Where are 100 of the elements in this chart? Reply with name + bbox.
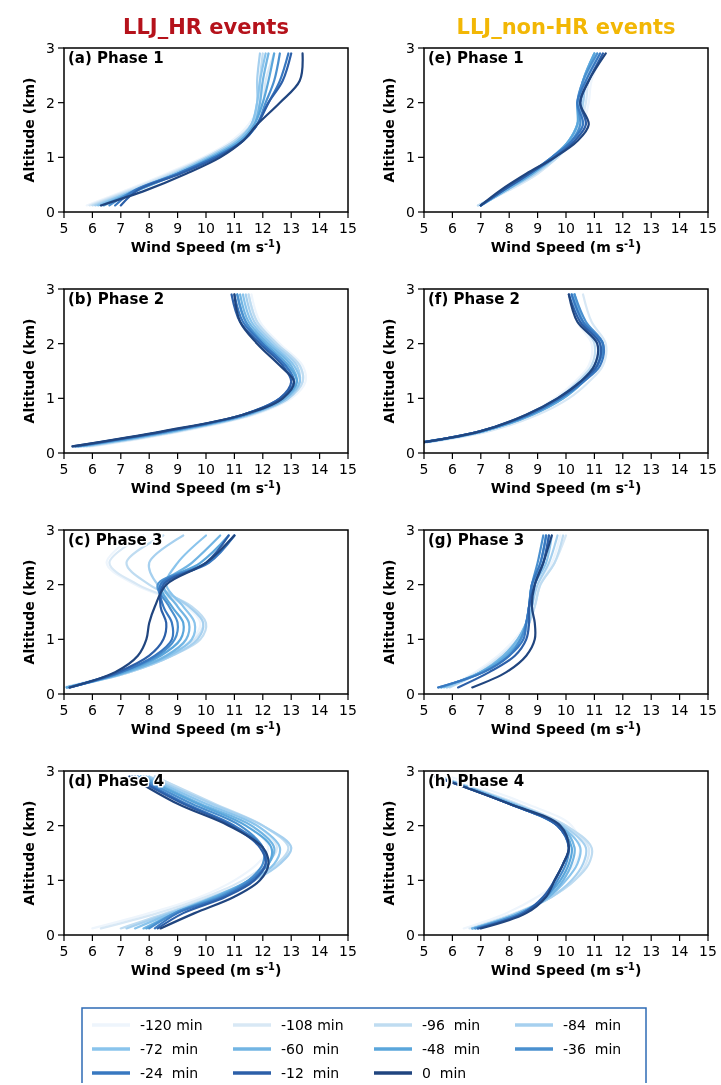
- x-tick-label: 10: [197, 220, 215, 236]
- legend-label: -12 min: [281, 1064, 340, 1081]
- y-tick-label: 0: [406, 926, 415, 943]
- x-tick-label: 7: [476, 461, 486, 477]
- x-tick-label: 13: [282, 461, 301, 477]
- x-tick-label: 7: [116, 943, 126, 959]
- x-tick-label: 14: [310, 220, 329, 236]
- x-tick-label: 11: [225, 461, 244, 477]
- x-tick-label: 11: [585, 461, 604, 477]
- x-tick-label: 9: [533, 461, 543, 477]
- y-axis-title: Altitude (km): [381, 318, 397, 424]
- legend-label: -72 min: [140, 1040, 199, 1057]
- y-tick-label: 3: [406, 521, 415, 538]
- x-tick-label: 6: [87, 943, 97, 959]
- x-tick-label: 11: [585, 220, 604, 236]
- x-tick-label: 5: [59, 220, 69, 236]
- x-tick-label: 15: [339, 943, 357, 959]
- x-axis-title: Wind Speed (m s$^{-1}$): [490, 478, 642, 496]
- x-tick-label: 12: [253, 461, 272, 477]
- x-tick-label: 12: [613, 943, 632, 959]
- y-axis-title: Altitude (km): [21, 318, 37, 424]
- x-tick-label: 11: [585, 702, 604, 718]
- y-tick-label: 0: [46, 203, 55, 220]
- y-tick-label: 3: [46, 39, 55, 56]
- y-tick-label: 2: [46, 94, 55, 111]
- x-tick-label: 6: [447, 702, 457, 718]
- x-tick-label: 14: [310, 461, 329, 477]
- chart-title: LLJ_HR events: [123, 15, 289, 39]
- legend-label: -84 min: [563, 1016, 622, 1033]
- x-tick-label: 6: [87, 220, 97, 236]
- legend-label: -120 min: [140, 1016, 203, 1033]
- x-tick-label: 14: [670, 943, 689, 959]
- y-tick-label: 3: [406, 762, 415, 779]
- x-tick-label: 11: [585, 943, 604, 959]
- y-tick-label: 1: [46, 872, 55, 889]
- annotation: (a) Phase 1: [68, 49, 164, 67]
- y-tick-label: 1: [406, 149, 415, 166]
- y-axis-title: Altitude (km): [21, 800, 37, 906]
- x-tick-label: 5: [59, 943, 69, 959]
- x-tick-label: 15: [339, 220, 357, 236]
- x-tick-label: 7: [476, 702, 486, 718]
- legend-label: -36 min: [563, 1040, 622, 1057]
- x-axis-title: Wind Speed (m s$^{-1}$): [490, 960, 642, 978]
- y-tick-label: 2: [46, 576, 55, 593]
- x-tick-label: 8: [144, 220, 154, 236]
- x-tick-label: 7: [476, 220, 486, 236]
- x-tick-label: 10: [557, 461, 575, 477]
- x-tick-label: 12: [253, 702, 272, 718]
- x-tick-label: 11: [225, 220, 244, 236]
- x-tick-label: 7: [116, 702, 126, 718]
- y-tick-label: 0: [46, 926, 55, 943]
- annotation: (c) Phase 3: [68, 531, 163, 549]
- x-tick-label: 8: [144, 943, 154, 959]
- y-tick-label: 3: [406, 39, 415, 56]
- y-tick-label: 0: [46, 685, 55, 702]
- x-tick-label: 15: [699, 220, 717, 236]
- x-tick-label: 15: [699, 461, 717, 477]
- y-tick-label: 0: [46, 444, 55, 461]
- x-tick-label: 15: [699, 943, 717, 959]
- x-tick-label: 14: [670, 220, 689, 236]
- x-tick-label: 7: [116, 220, 126, 236]
- x-tick-label: 8: [504, 461, 514, 477]
- x-tick-label: 8: [504, 220, 514, 236]
- x-tick-label: 8: [504, 702, 514, 718]
- x-tick-label: 6: [87, 461, 97, 477]
- y-tick-label: 1: [406, 872, 415, 889]
- x-tick-label: 13: [642, 702, 661, 718]
- x-tick-label: 9: [173, 461, 183, 477]
- y-axis-title: Altitude (km): [21, 559, 37, 665]
- y-tick-label: 2: [46, 817, 55, 834]
- x-tick-label: 5: [419, 220, 429, 236]
- legend-label: -96 min: [422, 1016, 481, 1033]
- annotation: (e) Phase 1: [428, 49, 524, 67]
- x-tick-label: 12: [253, 943, 272, 959]
- x-tick-label: 7: [116, 461, 126, 477]
- x-tick-label: 10: [557, 943, 575, 959]
- x-tick-label: 14: [670, 461, 689, 477]
- x-tick-label: 9: [173, 943, 183, 959]
- y-tick-label: 1: [46, 390, 55, 407]
- x-axis-title: Wind Speed (m s$^{-1}$): [130, 719, 282, 737]
- x-tick-label: 6: [447, 943, 457, 959]
- x-tick-label: 8: [504, 943, 514, 959]
- x-tick-label: 8: [144, 702, 154, 718]
- legend-label: -24 min: [140, 1064, 199, 1081]
- x-tick-label: 12: [613, 702, 632, 718]
- annotation: (g) Phase 3: [428, 531, 525, 549]
- x-tick-label: 13: [282, 220, 301, 236]
- x-tick-label: 11: [225, 702, 244, 718]
- x-tick-label: 15: [339, 702, 357, 718]
- x-axis-title: Wind Speed (m s$^{-1}$): [130, 478, 282, 496]
- y-tick-label: 2: [46, 335, 55, 352]
- x-tick-label: 7: [476, 943, 486, 959]
- y-tick-label: 0: [406, 203, 415, 220]
- y-axis-title: Altitude (km): [21, 77, 37, 183]
- y-tick-label: 3: [406, 280, 415, 297]
- x-tick-label: 13: [642, 461, 661, 477]
- x-tick-label: 10: [197, 461, 215, 477]
- x-axis-title: Wind Speed (m s$^{-1}$): [130, 960, 282, 978]
- x-tick-label: 6: [447, 461, 457, 477]
- y-tick-label: 3: [46, 762, 55, 779]
